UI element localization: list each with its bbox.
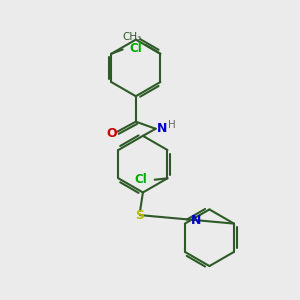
Text: N: N [190, 214, 201, 227]
Text: N: N [157, 122, 167, 135]
Text: Cl: Cl [135, 173, 148, 186]
Text: H: H [168, 119, 176, 130]
Text: CH₃: CH₃ [123, 32, 142, 42]
Text: Cl: Cl [130, 42, 142, 55]
Text: O: O [106, 127, 117, 140]
Text: S: S [136, 208, 145, 222]
